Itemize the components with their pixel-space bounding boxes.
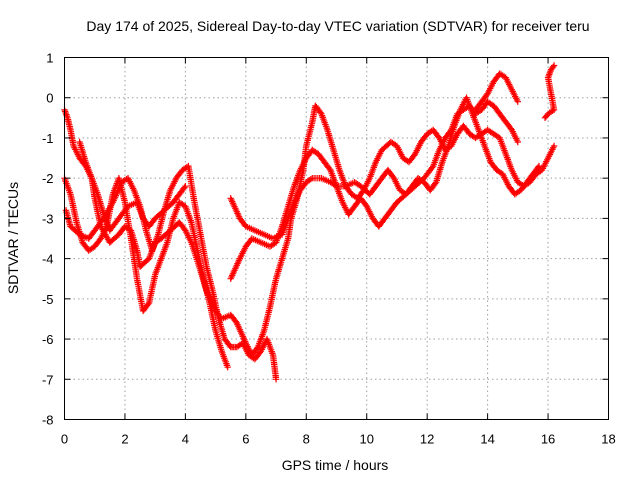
x-tick-label: 18 [601,432,615,447]
plot-frame [64,57,609,420]
series-track-4 [76,138,189,234]
series-track-7 [472,70,521,113]
y-axis-label: SDTVAR / TECUs [5,182,21,294]
chart-title: Day 174 of 2025, Sidereal Day-to-day VTE… [86,18,589,34]
series-track-6 [227,98,521,282]
y-tick-label: -4 [42,252,54,267]
x-tick-label: 4 [182,432,189,447]
y-tick-label: -8 [42,413,54,428]
x-tick-label: 16 [541,432,555,447]
y-tick-label: -2 [42,171,54,186]
x-tick-label: 6 [242,432,249,447]
y-tick-label: 1 [46,51,53,66]
series-track-3 [62,162,280,383]
series-track-8 [541,62,558,121]
y-tick-label: -7 [42,372,54,387]
x-axis-label: GPS time / hours [282,457,389,473]
x-tick-label: 10 [359,432,373,447]
y-tick-label: -1 [42,131,54,146]
x-tick-label: 2 [121,432,128,447]
x-tick-label: 8 [303,432,310,447]
axis-ticks: 0 2 4 6 8 10 12 14 16 18 -8 -7 -6 -5 -4 -3 -2 -1 0 1 [42,51,616,447]
x-tick-label: 14 [480,432,494,447]
y-tick-label: -5 [42,292,54,307]
y-tick-label: 0 [46,91,53,106]
x-tick-label: 0 [61,432,68,447]
y-tick-label: -3 [42,211,54,226]
x-tick-label: 12 [420,432,434,447]
y-tick-label: -6 [42,332,54,347]
grid [64,57,609,420]
